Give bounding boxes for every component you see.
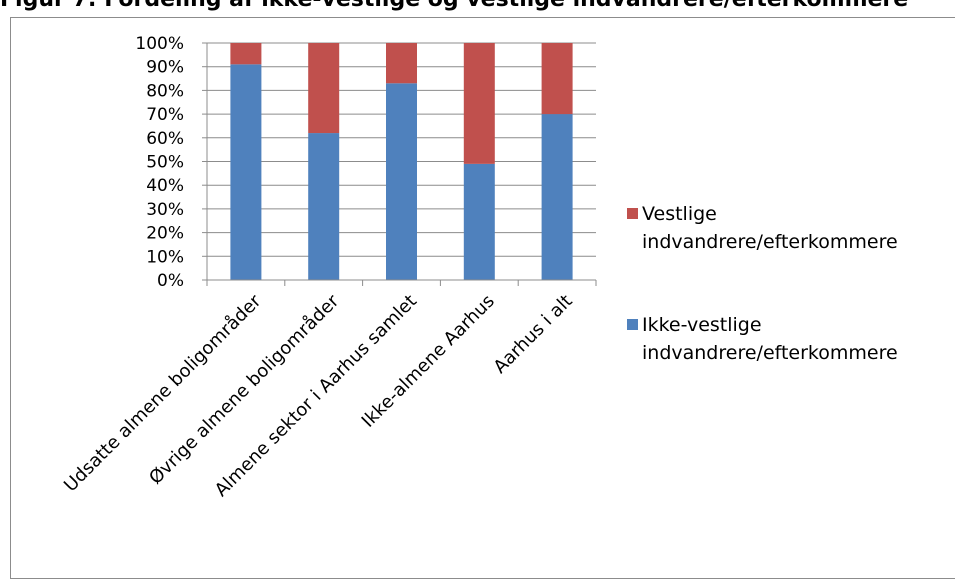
y-tick-label: 10% bbox=[146, 247, 184, 267]
legend-label: Vestlige bbox=[642, 203, 717, 225]
legend-swatch bbox=[627, 319, 638, 330]
bar-segment-vestlige bbox=[308, 43, 340, 134]
legend-label: Ikke-vestlige bbox=[642, 314, 762, 336]
y-tick-label: 0% bbox=[157, 271, 184, 291]
y-tick-label: 40% bbox=[146, 176, 184, 196]
y-tick-label: 90% bbox=[146, 58, 184, 78]
y-tick-label: 50% bbox=[146, 153, 184, 173]
figure-caption-strip: Figur 7: Fordeling af ikke-vestlige og v… bbox=[0, 0, 957, 14]
bar-segment-ikke-vestlige bbox=[463, 163, 495, 280]
y-tick-label: 20% bbox=[146, 224, 184, 244]
chart-frame bbox=[10, 17, 955, 579]
bar-segment-vestlige bbox=[541, 43, 573, 115]
y-tick-label: 60% bbox=[146, 129, 184, 149]
legend-label-line2: indvandrere/efterkommere bbox=[642, 342, 898, 364]
bar-segment-ikke-vestlige bbox=[308, 133, 340, 280]
bar-segment-vestlige bbox=[386, 43, 417, 84]
x-tick-label: Aarhus i alt bbox=[490, 291, 577, 378]
bars bbox=[230, 43, 573, 280]
bar-segment-ikke-vestlige bbox=[386, 83, 417, 280]
y-tick-label: 100% bbox=[135, 34, 184, 54]
legend: Vestlige indvandrere/efterkommere Ikke-ves… bbox=[627, 203, 898, 364]
y-tick-labels: 0% 10% 20% 30% 40% 50% 60% 70% 80% 90% 100% bbox=[135, 34, 184, 291]
bar-segment-ikke-vestlige bbox=[541, 114, 573, 280]
legend-swatch bbox=[627, 208, 638, 219]
y-tick-label: 80% bbox=[146, 81, 184, 101]
x-tick-label: Ikke-almene Aarhus bbox=[358, 291, 499, 432]
axes bbox=[202, 42, 597, 286]
y-tick-label: 70% bbox=[146, 105, 184, 125]
bar-segment-ikke-vestlige bbox=[230, 64, 262, 280]
legend-label-line2: indvandrere/efterkommere bbox=[642, 231, 898, 253]
figure-caption: Figur 7: Fordeling af ikke-vestlige og v… bbox=[0, 0, 908, 12]
bar-segment-vestlige bbox=[230, 43, 262, 65]
bar-segment-vestlige bbox=[463, 43, 495, 164]
y-tick-label: 30% bbox=[146, 200, 184, 220]
